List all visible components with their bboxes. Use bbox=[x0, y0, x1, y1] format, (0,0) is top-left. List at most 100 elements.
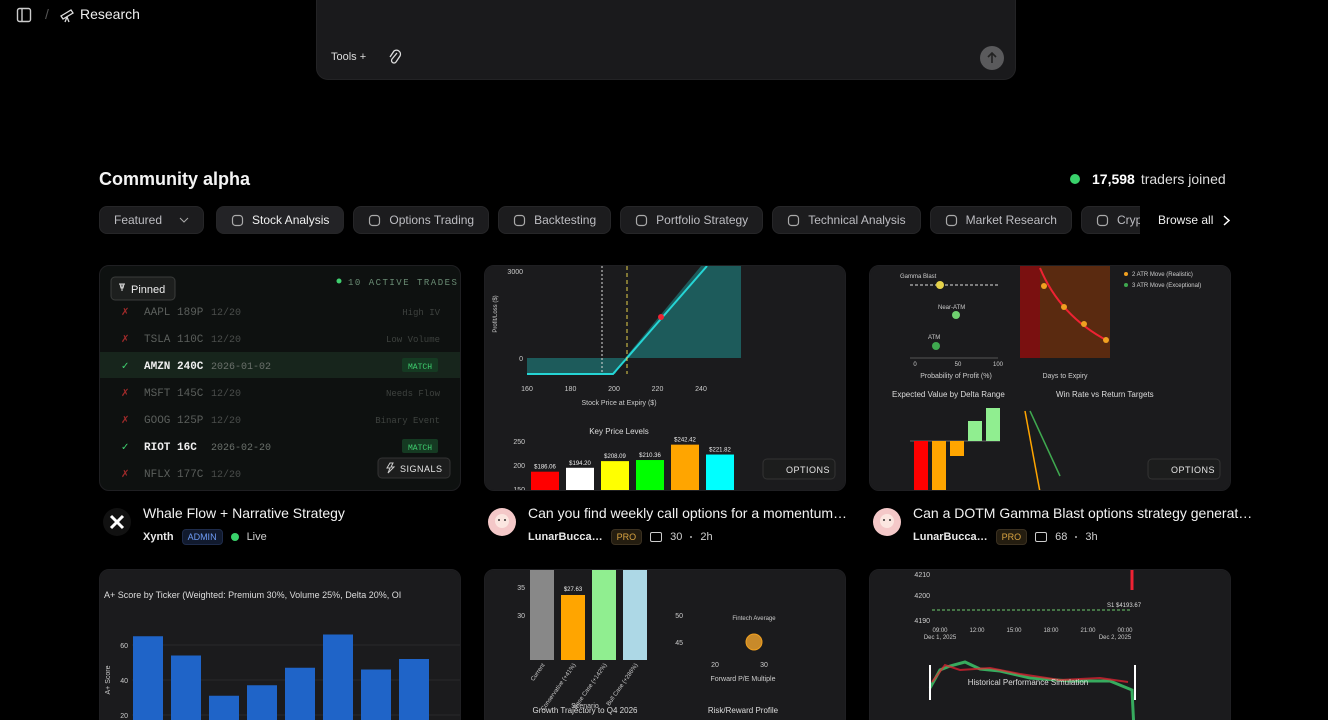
chart-title: Win Rate vs Return Targets bbox=[1056, 390, 1154, 399]
category-tab[interactable]: Stock Analysis bbox=[216, 206, 345, 234]
row-note: MATCH bbox=[408, 363, 432, 372]
level-bar bbox=[671, 444, 699, 490]
curve-point bbox=[1041, 283, 1047, 289]
y-tick-label: 250 bbox=[513, 439, 525, 446]
composer bbox=[316, 0, 1016, 80]
chart-title: Historical Performance Simulation bbox=[968, 678, 1089, 687]
levels-title: Key Price Levels bbox=[589, 427, 649, 436]
scenario-bar bbox=[623, 570, 647, 660]
row-contract: RIOT 16C bbox=[144, 442, 197, 454]
curve bbox=[1039, 267, 1109, 342]
tag-label: OPTIONS bbox=[1171, 465, 1215, 475]
comment-icon bbox=[1035, 532, 1048, 542]
level-bar bbox=[706, 454, 734, 490]
row-note: High IV bbox=[402, 308, 440, 318]
pinned-badge bbox=[110, 276, 176, 301]
send-button[interactable] bbox=[980, 46, 1004, 70]
thumbnail[interactable]: Gamma Blast Near-ATM ATM 0 50 100Probability … bbox=[869, 265, 1231, 491]
author-badge: PRO bbox=[995, 529, 1028, 545]
row-expiry: 12/20 bbox=[211, 307, 241, 319]
category-tab[interactable]: Technical Analysis bbox=[772, 206, 921, 234]
category-tab[interactable]: Portfolio Strategy bbox=[620, 206, 764, 234]
tag-label: SIGNALS bbox=[400, 464, 443, 474]
joined-count: 17,598 bbox=[1092, 171, 1135, 187]
x-tick-label: 18:00 bbox=[1043, 628, 1059, 634]
author-avatar[interactable] bbox=[873, 508, 901, 536]
tab-icon bbox=[231, 214, 244, 226]
bar bbox=[247, 685, 277, 720]
win-line bbox=[1024, 410, 1041, 490]
y-tick-label: 0 bbox=[519, 356, 523, 363]
point-label: ATM bbox=[928, 335, 940, 341]
sidebar-toggle[interactable] bbox=[16, 7, 32, 23]
meta-dot bbox=[690, 536, 693, 538]
level-bar bbox=[531, 471, 559, 490]
x-tick-label: 240 bbox=[695, 386, 707, 393]
category-tab[interactable]: Market Research bbox=[929, 206, 1072, 234]
legend-entry: 2 ATR Move (Realistic) bbox=[1132, 272, 1193, 278]
author-avatar[interactable] bbox=[103, 508, 131, 536]
point-label: Gamma Blast bbox=[900, 274, 937, 280]
active-trades: 10 ACTIVE TRADES bbox=[348, 278, 458, 288]
tab-icon bbox=[945, 214, 957, 226]
card-status: Live bbox=[246, 531, 267, 543]
level-bar bbox=[566, 467, 594, 490]
win-line bbox=[1029, 410, 1061, 477]
pin-icon bbox=[119, 283, 125, 291]
card-title[interactable]: Whale Flow + Narrative Strategy bbox=[143, 505, 345, 521]
browse-all-label: Browse all bbox=[1158, 213, 1214, 227]
author-name[interactable]: LunarBucca… bbox=[528, 531, 603, 543]
ev-bar bbox=[950, 441, 964, 456]
level-label: S1 $4193.67 bbox=[1107, 603, 1142, 609]
x-tick-label: 50 bbox=[955, 362, 962, 368]
y-tick-label: 50 bbox=[675, 613, 683, 620]
x-tick-label: 160 bbox=[521, 386, 533, 393]
scenario-bar bbox=[561, 595, 585, 660]
x-tick-label: 220 bbox=[652, 386, 664, 393]
thumbnail[interactable]: 3000 0 160 180 200 220 240 Stock Price at Expir… bbox=[484, 265, 846, 491]
row-status: ✓ bbox=[121, 442, 129, 453]
browse-all[interactable]: Browse all bbox=[1158, 213, 1231, 227]
tools-button[interactable]: Tools + bbox=[331, 51, 367, 63]
joined-text: traders joined bbox=[1140, 171, 1226, 187]
row-status: ✗ bbox=[121, 415, 129, 426]
author-name[interactable]: LunarBucca… bbox=[913, 531, 988, 543]
thumbnail[interactable]: 4210 4200 4190 S1 $4193.67 09:00 12:00 15:00 18… bbox=[869, 569, 1231, 720]
plot-bg bbox=[485, 266, 845, 490]
level-label: $221.82 bbox=[709, 448, 731, 454]
attach-button[interactable] bbox=[388, 49, 402, 65]
thumbnail[interactable]: Pinned 10 ACTIVE TRADES ✗ AAPL 189P 12/20 Hig… bbox=[99, 265, 461, 491]
category-tab[interactable]: Crypto A bbox=[1080, 206, 1140, 234]
legend-entry: 3 ATR Move (Exceptional) bbox=[1132, 283, 1201, 289]
point bbox=[952, 311, 960, 319]
sort-dropdown[interactable]: Featured bbox=[99, 206, 204, 234]
y-tick-label: 20 bbox=[120, 713, 128, 720]
chevron bbox=[1223, 214, 1231, 226]
card-title[interactable]: Can you find weekly call options for a m… bbox=[528, 505, 848, 521]
point bbox=[932, 342, 940, 350]
author-name[interactable]: Xynth bbox=[143, 531, 174, 543]
row-expiry: 12/20 bbox=[211, 334, 241, 346]
row-highlight bbox=[100, 352, 460, 378]
y-tick-label: 30 bbox=[517, 613, 525, 620]
y-tick-label: 200 bbox=[513, 463, 525, 470]
comment-count: 30 bbox=[670, 531, 683, 543]
category-tab[interactable]: Options Trading bbox=[353, 206, 490, 234]
row-contract: MSFT 145C bbox=[144, 388, 204, 400]
row-expiry: 12/20 bbox=[211, 388, 241, 400]
bar bbox=[171, 655, 201, 720]
x-tick-label: 180 bbox=[565, 386, 577, 393]
category-tab[interactable]: Backtesting bbox=[498, 206, 612, 234]
card-meta: LunarBucca… PRO 68 3h bbox=[913, 529, 1098, 545]
row-status: ✗ bbox=[121, 469, 129, 480]
thumbnail[interactable]: A+ Score by Ticker (Weighted: Premium 30… bbox=[99, 569, 461, 720]
tab-label: Market Research bbox=[965, 213, 1057, 227]
tag-icon bbox=[386, 462, 396, 474]
x-tick-label: Dec 2, 2025 bbox=[1099, 635, 1132, 641]
level-label: $194.20 bbox=[569, 461, 591, 467]
breadcrumb[interactable]: Research bbox=[80, 6, 140, 22]
author-avatar[interactable] bbox=[488, 508, 516, 536]
card-title[interactable]: Can a DOTM Gamma Blast options strategy … bbox=[913, 505, 1253, 521]
tab-label: Backtesting bbox=[534, 213, 597, 227]
